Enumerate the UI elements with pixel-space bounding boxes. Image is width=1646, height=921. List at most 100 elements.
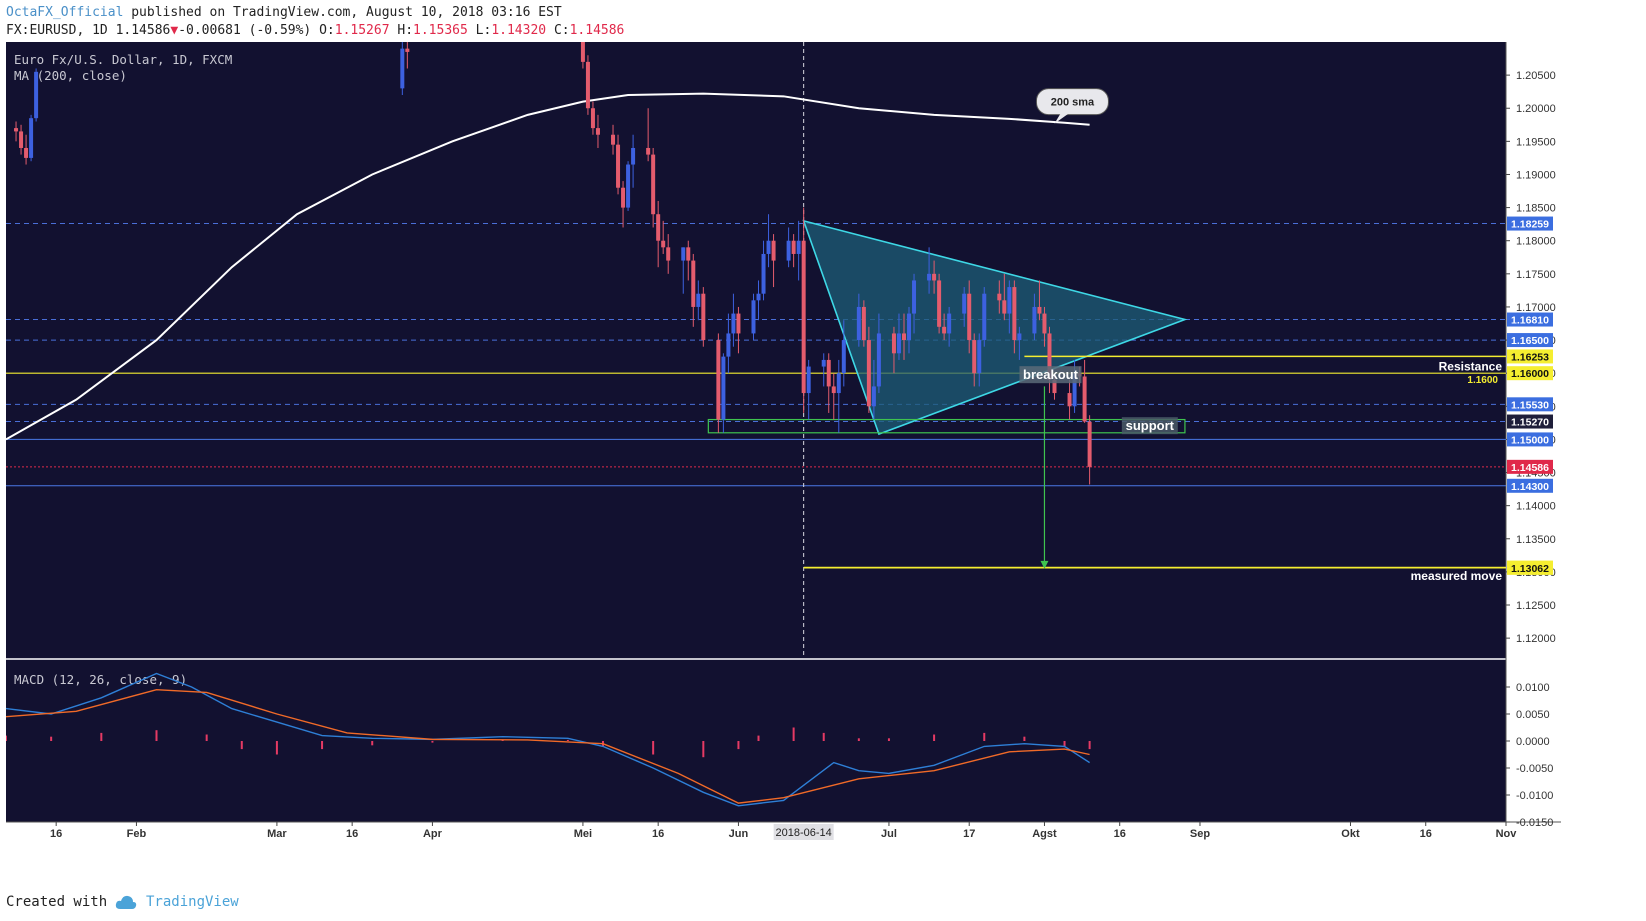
- breakout-label[interactable]: breakout: [1023, 367, 1079, 382]
- candle[interactable]: [947, 306, 952, 347]
- resistance-label[interactable]: Resistance: [1439, 360, 1503, 374]
- candle[interactable]: [962, 287, 967, 327]
- candle[interactable]: [856, 293, 861, 347]
- candle[interactable]: [977, 333, 982, 387]
- price-axis-label[interactable]: 1.18259: [1507, 216, 1553, 231]
- macd-pane[interactable]: [6, 660, 1506, 822]
- candle[interactable]: [616, 134, 621, 195]
- candle[interactable]: [595, 114, 600, 148]
- candle[interactable]: [937, 273, 942, 334]
- signal-line[interactable]: [6, 688, 1090, 804]
- candle[interactable]: [831, 373, 836, 420]
- price-axis-label[interactable]: 1.16500: [1507, 333, 1553, 348]
- sma-callout[interactable]: [1035, 88, 1109, 116]
- candle[interactable]: [942, 313, 947, 341]
- candle[interactable]: [621, 181, 626, 228]
- candle[interactable]: [651, 147, 656, 228]
- candle[interactable]: [967, 280, 972, 354]
- candle[interactable]: [691, 253, 696, 327]
- candle[interactable]: [901, 313, 906, 360]
- macd-line[interactable]: [6, 672, 1090, 807]
- price-axis-label[interactable]: 1.16810: [1507, 312, 1553, 327]
- support-zone[interactable]: [707, 418, 1186, 434]
- candle[interactable]: [681, 247, 686, 294]
- candle[interactable]: [1002, 273, 1007, 321]
- candle[interactable]: [656, 200, 661, 268]
- candle[interactable]: [821, 353, 826, 387]
- candle[interactable]: [611, 124, 616, 155]
- price-axis-label[interactable]: 1.15270: [1507, 414, 1553, 429]
- price-pane[interactable]: [6, 42, 1506, 658]
- candle[interactable]: [716, 333, 721, 433]
- candle[interactable]: [14, 121, 19, 142]
- candle[interactable]: [29, 114, 34, 162]
- price-axis-label[interactable]: 1.16253: [1507, 349, 1553, 364]
- candle[interactable]: [405, 42, 410, 69]
- candle[interactable]: [771, 234, 776, 288]
- candle[interactable]: [761, 240, 766, 301]
- candle[interactable]: [876, 313, 881, 394]
- candle[interactable]: [626, 161, 631, 211]
- price-axis-label[interactable]: 1.15530: [1507, 397, 1553, 412]
- candle[interactable]: [631, 134, 636, 188]
- price-axis-label[interactable]: 1.14300: [1507, 478, 1553, 493]
- candle[interactable]: [661, 220, 666, 254]
- measured-move-label[interactable]: measured move: [1411, 569, 1503, 583]
- candle[interactable]: [590, 101, 595, 135]
- candle[interactable]: [666, 234, 671, 274]
- candle[interactable]: [841, 320, 846, 387]
- candle[interactable]: [696, 280, 701, 321]
- candle[interactable]: [1067, 379, 1072, 420]
- candle[interactable]: [871, 359, 876, 420]
- candle[interactable]: [796, 220, 801, 281]
- candle[interactable]: [801, 207, 806, 413]
- candle[interactable]: [24, 134, 29, 165]
- candle[interactable]: [896, 313, 901, 360]
- price-axis-label[interactable]: 1.14586: [1507, 459, 1553, 474]
- tradingview-link[interactable]: TradingView: [146, 894, 239, 910]
- candle[interactable]: [982, 287, 987, 347]
- candle[interactable]: [1042, 306, 1047, 347]
- candle[interactable]: [866, 326, 871, 413]
- candle[interactable]: [1012, 280, 1017, 354]
- candle[interactable]: [585, 55, 590, 115]
- candle[interactable]: [766, 214, 771, 268]
- candle[interactable]: [932, 260, 937, 294]
- chart-area[interactable]: 1.20500 1.20000 1.19500 1.19000 1.18500 1.180…: [6, 42, 1561, 842]
- candle[interactable]: [997, 280, 1002, 314]
- crosshair-date-label[interactable]: 2018-06-14: [773, 824, 834, 840]
- candle[interactable]: [912, 273, 917, 334]
- candle[interactable]: [1007, 280, 1012, 334]
- candle[interactable]: [1087, 415, 1092, 485]
- candle[interactable]: [972, 333, 977, 387]
- candle[interactable]: [34, 68, 39, 122]
- candle[interactable]: [756, 280, 761, 321]
- candle[interactable]: [861, 300, 866, 347]
- candle[interactable]: [19, 124, 24, 155]
- candle[interactable]: [1082, 359, 1087, 423]
- sma-200-line[interactable]: [6, 92, 1090, 441]
- candle[interactable]: [686, 240, 691, 281]
- candle[interactable]: [726, 313, 731, 374]
- candle[interactable]: [826, 353, 831, 413]
- candle[interactable]: [721, 353, 726, 433]
- candle[interactable]: [1032, 293, 1037, 341]
- candle[interactable]: [751, 293, 756, 341]
- candle[interactable]: [731, 293, 736, 347]
- price-axis-label[interactable]: 1.16000: [1507, 366, 1553, 381]
- candle[interactable]: [806, 359, 811, 420]
- price-axis-label[interactable]: 1.15000: [1507, 432, 1553, 447]
- price-axis-label[interactable]: 1.13062: [1507, 560, 1553, 575]
- candle[interactable]: [907, 306, 912, 354]
- candle[interactable]: [1017, 326, 1022, 360]
- candle[interactable]: [836, 359, 841, 433]
- candle[interactable]: [791, 234, 796, 268]
- author-link[interactable]: OctaFX_Official: [6, 5, 124, 20]
- candle[interactable]: [701, 287, 706, 347]
- candle[interactable]: [1037, 280, 1042, 321]
- candle[interactable]: [736, 306, 741, 354]
- candle[interactable]: [400, 42, 405, 95]
- support-label[interactable]: support: [1126, 418, 1175, 433]
- time-axis[interactable]: [6, 822, 1506, 842]
- candle[interactable]: [580, 42, 585, 69]
